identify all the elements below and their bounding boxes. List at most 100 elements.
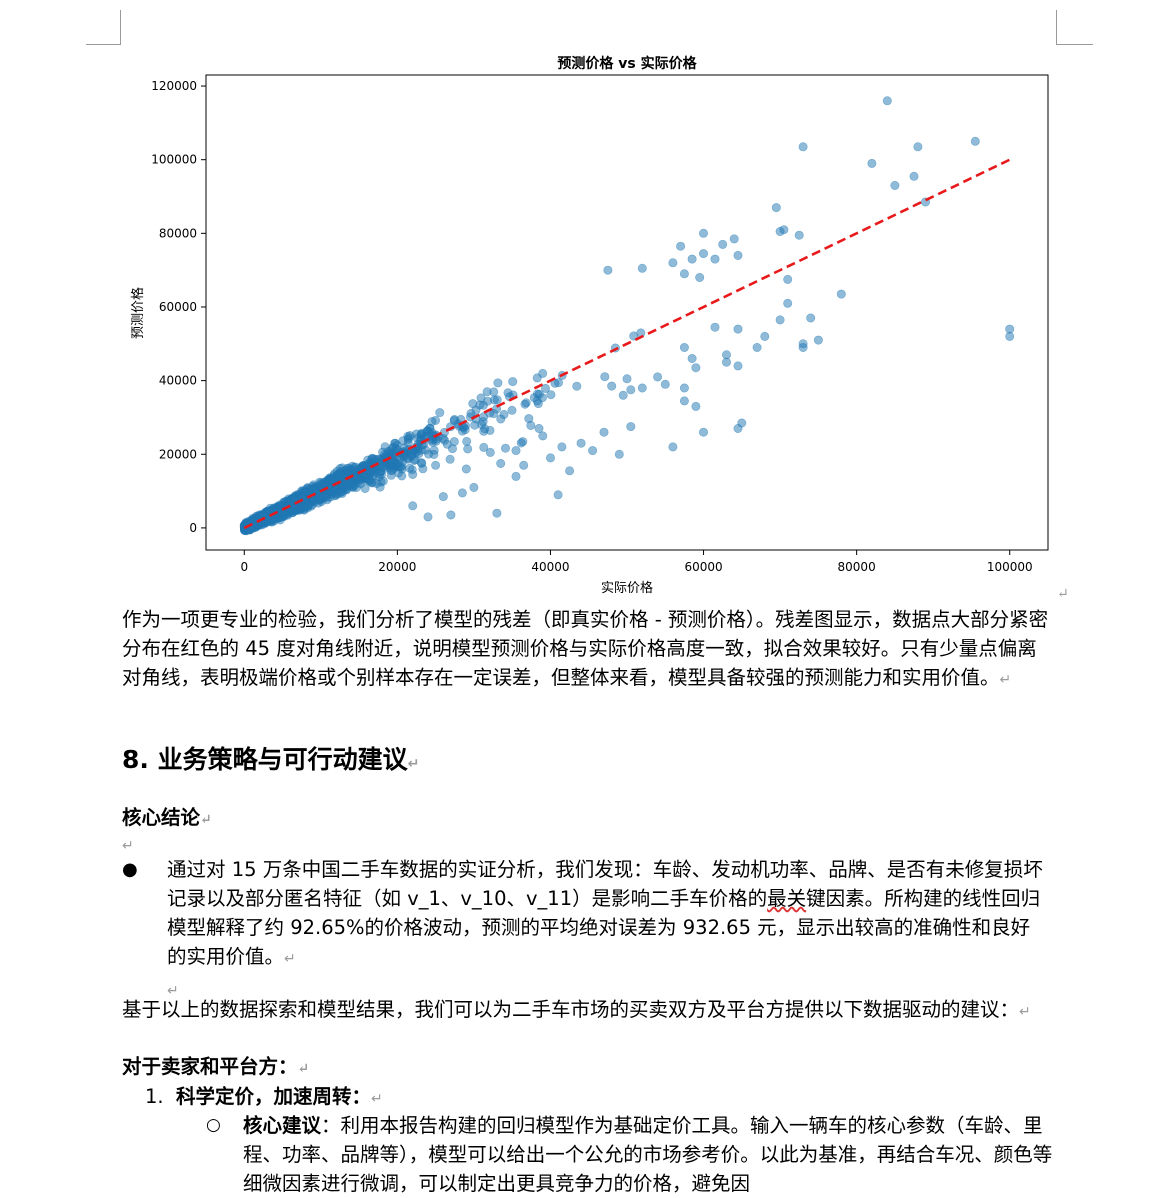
x-tick-label: 80000 xyxy=(838,560,876,574)
y-tick-label: 20000 xyxy=(159,447,197,461)
scatter-point xyxy=(779,225,789,235)
scatter-point xyxy=(538,431,548,441)
scatter-point xyxy=(890,181,900,191)
scatter-point xyxy=(614,449,624,459)
scatter-point xyxy=(553,378,563,388)
x-axis-label: 实际价格 xyxy=(601,580,653,596)
paragraph-mark: ↵ xyxy=(167,983,179,999)
scatter-point xyxy=(679,269,689,279)
scatter-point xyxy=(457,488,467,498)
scatter-point xyxy=(733,361,743,371)
scatter-point xyxy=(806,313,816,323)
chart-title: 预测价格 vs 实际价格 xyxy=(557,55,697,72)
scatter-point xyxy=(813,335,823,345)
scatter-point xyxy=(460,425,470,435)
bullet-icon: ● xyxy=(122,859,138,880)
scatter-point xyxy=(660,379,670,389)
scatter-point xyxy=(479,442,489,452)
paragraph-mark: ↵ xyxy=(371,1091,383,1107)
scatter-point xyxy=(351,473,361,483)
scatter-point xyxy=(698,228,708,238)
scatter-point xyxy=(482,387,492,397)
scatter-points xyxy=(239,96,1015,536)
paragraph-mark: ↵ xyxy=(200,812,212,828)
scatter-point xyxy=(622,374,632,384)
scatter-point xyxy=(546,390,556,400)
empty-line: ↵ xyxy=(122,829,1052,861)
scatter-point xyxy=(469,482,479,492)
bullet-text-a: 通过对 15 万条中国二手车数据的实证分析，我们发现：车龄、发动机功率、品牌、是… xyxy=(167,858,1043,910)
scatter-point xyxy=(836,289,846,299)
scatter-point xyxy=(485,447,495,457)
scatter-point xyxy=(679,383,689,393)
scatter-point xyxy=(626,422,636,432)
scatter-point xyxy=(507,405,517,415)
scatter-point xyxy=(489,395,499,405)
scatter-point xyxy=(534,423,544,433)
scatter-point xyxy=(508,377,518,387)
scatter-point xyxy=(599,427,609,437)
spelling-error-text: 最关 xyxy=(767,887,807,910)
sellers-heading: 对于卖家和平台方：↵ xyxy=(122,1052,1052,1084)
residual-paragraph-text: 作为一项更专业的检验，我们分析了模型的残差（即真实价格 - 预测价格）。残差图显… xyxy=(122,608,1049,689)
section-heading: 8. 业务策略与可行动建议↵ xyxy=(122,742,419,782)
scatter-point xyxy=(463,444,473,454)
scatter-point xyxy=(511,471,521,481)
scatter-point xyxy=(553,490,563,500)
scatter-point xyxy=(462,436,472,446)
scatter-point xyxy=(798,142,808,152)
y-tick-label: 80000 xyxy=(159,226,197,240)
scatter-point xyxy=(565,466,575,476)
scatter-point xyxy=(783,274,793,284)
scatter-point xyxy=(496,414,506,424)
bullet-text-b: 键因素。所构建的线性回归模型解释了约 92.65%的价格波动，预测的平均绝对误差… xyxy=(167,887,1041,968)
residual-paragraph: 作为一项更专业的检验，我们分析了模型的残差（即真实价格 - 预测价格）。残差图显… xyxy=(122,605,1052,695)
scatter-point xyxy=(545,453,555,463)
paragraph-mark: ↵ xyxy=(284,951,296,967)
scatter-point xyxy=(390,438,400,448)
sub-item-text: ：利用本报告构建的回归模型作为基础定价工具。输入一辆车的核心参数（车龄、里程、功… xyxy=(243,1114,1053,1195)
scatter-point xyxy=(794,230,804,240)
scatter-point xyxy=(607,381,617,391)
paragraph-mark: ↵ xyxy=(999,672,1012,688)
y-tick-label: 60000 xyxy=(159,300,197,314)
scatter-point xyxy=(576,438,586,448)
scatter-point xyxy=(408,501,418,511)
scatter-point xyxy=(335,463,345,473)
sub-item-label: 核心建议 xyxy=(243,1114,322,1137)
paragraph-mark: ↵ xyxy=(1057,586,1069,602)
scatter-point xyxy=(534,389,544,399)
scatter-point xyxy=(629,331,639,341)
x-axis-ticks: 0 20000 40000 60000 80000 100000 xyxy=(240,550,1033,574)
core-conclusion-text: 核心结论 xyxy=(122,806,201,829)
scatter-point xyxy=(626,385,636,395)
scatter-point xyxy=(496,458,506,468)
scatter-point xyxy=(737,418,747,428)
scatter-point xyxy=(679,396,689,406)
scatter-point xyxy=(540,383,550,393)
scatter-point xyxy=(408,469,418,479)
scatter-point xyxy=(431,460,441,470)
x-tick-label: 0 xyxy=(240,560,248,574)
scatter-point xyxy=(710,322,720,332)
plot-frame xyxy=(205,74,1049,551)
scatter-point xyxy=(695,272,705,282)
scatter-point xyxy=(698,249,708,259)
scatter-point xyxy=(409,455,419,465)
crop-mark-top-left xyxy=(86,10,121,45)
scatter-point xyxy=(500,443,510,453)
scatter-point xyxy=(303,501,313,511)
scatter-point xyxy=(687,254,697,264)
scatter-point xyxy=(970,136,980,146)
scatter-point xyxy=(718,239,728,249)
scatter-point xyxy=(445,454,455,464)
scatter-point xyxy=(476,393,486,403)
scatter-point xyxy=(327,475,337,485)
scatter-point xyxy=(882,96,892,106)
scatter-point xyxy=(771,203,781,213)
scatter-point xyxy=(425,423,435,433)
scatter-point xyxy=(867,158,877,168)
paragraph-mark: ↵ xyxy=(122,838,134,854)
scatter-chart: 0 20000 40000 60000 80000 100000 0 20000 40000 6… xyxy=(130,55,1049,596)
scatter-point xyxy=(442,439,452,449)
